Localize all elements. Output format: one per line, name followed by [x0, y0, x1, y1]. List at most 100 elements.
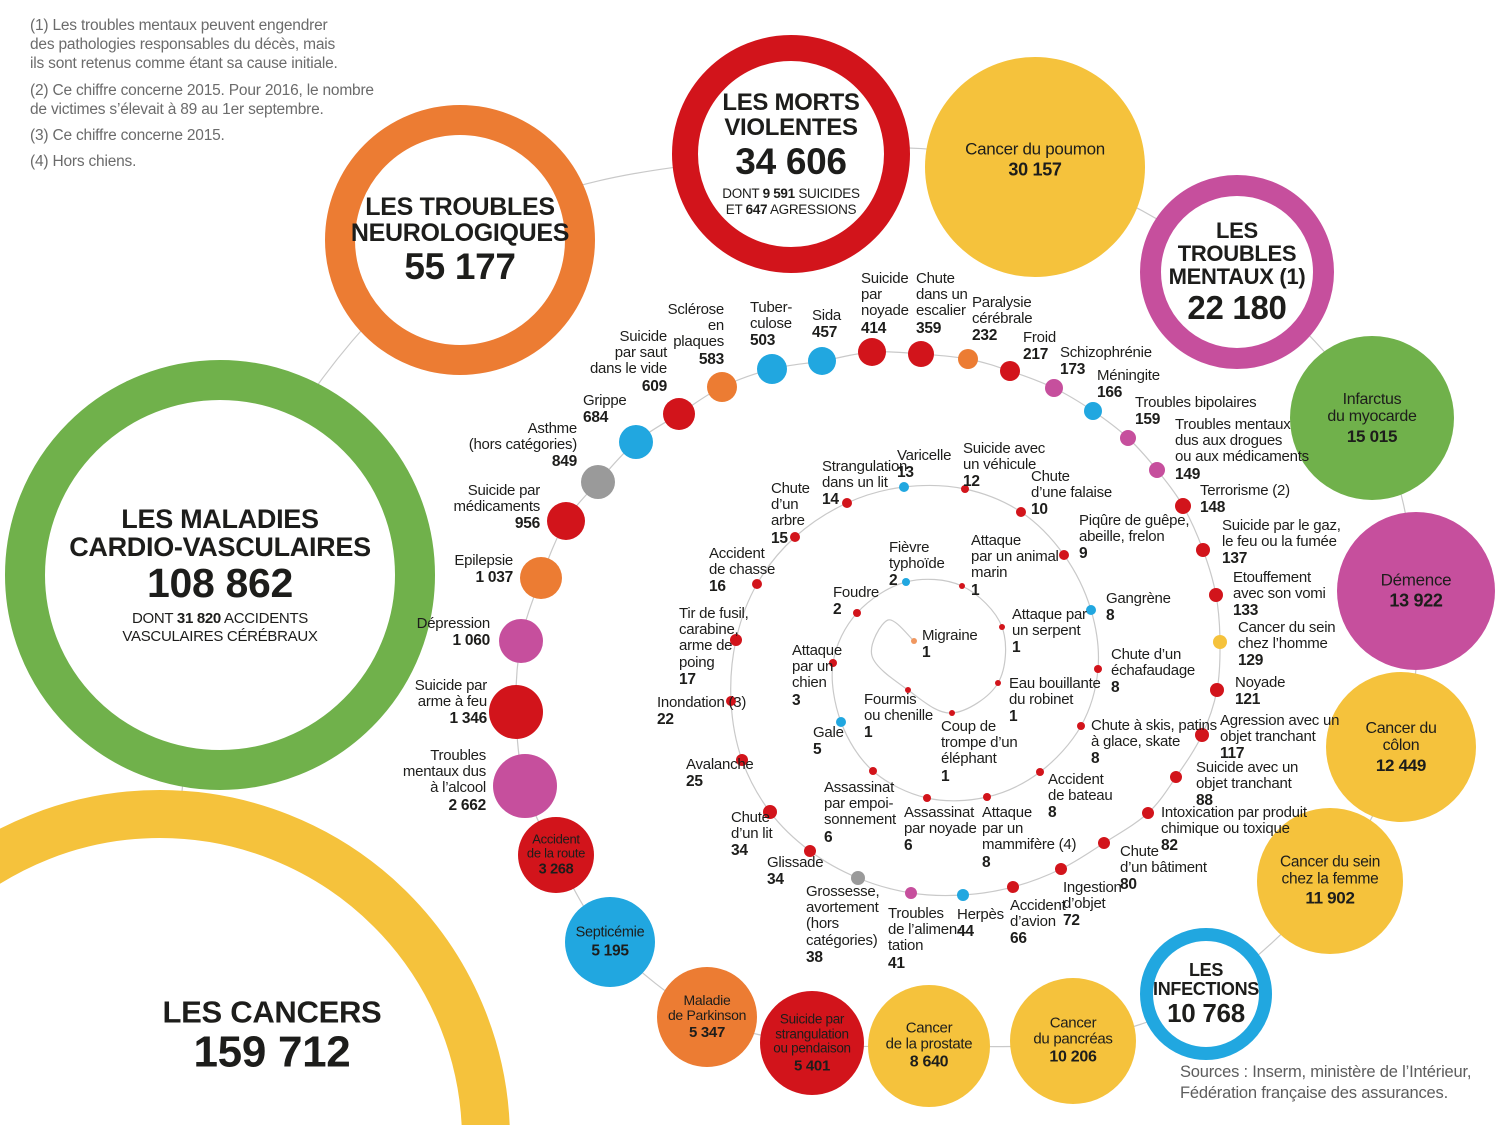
- label-gale: Gale 5: [813, 724, 844, 759]
- bubble-text-cancer-prostate: Cancer de la prostate 8 640: [885, 1019, 973, 1072]
- label-accident-avion: Accident d’avion 66: [1010, 897, 1066, 948]
- dot-attaque-mammifere: [983, 793, 991, 801]
- label-chute-echafaudage: Chute d’un échafaudage 8: [1111, 646, 1195, 697]
- dot-attaque-chien: [829, 659, 837, 667]
- label-fievre-typhoide: Fièvre typhoïde 2: [889, 539, 945, 590]
- label-suicide-objet-tranchant: Suicide avec un objet tranchant 88: [1196, 759, 1299, 810]
- label-troubles-bipolaires: Troubles bipolaires 159: [1135, 394, 1257, 429]
- bubble-infections: [1140, 928, 1272, 1060]
- bubble-cancer-poumon: [925, 57, 1145, 277]
- label-asthme: Asthme (hors catégories) 849: [468, 420, 578, 471]
- label-fourmis-chenille: Fourmis ou chenille 1: [864, 691, 933, 742]
- label-varicelle: Varicelle 13: [897, 447, 952, 482]
- label-accident-bateau: Accident de bateau 8: [1048, 771, 1113, 822]
- dot-suicide-noyade: [858, 338, 886, 366]
- label-chute-escalier: Chute dans un escalier 359: [916, 270, 968, 337]
- label-suicide-medicaments: Suicide par médicaments 956: [453, 482, 541, 533]
- label-troubles-mentaux-alcool: Troubles mentaux dus à l’alcool 2 662: [402, 747, 486, 814]
- label-meningite: Méningite 166: [1097, 367, 1160, 402]
- label-avalanche: Avalanche 25: [686, 756, 754, 791]
- dot-schizophrenie: [1045, 379, 1063, 397]
- label-assassinat-empoisonnement: Assassinat par empoi- sonnement 6: [824, 779, 896, 846]
- label-sclerose-plaques: Sclérose en plaques 583: [667, 301, 725, 368]
- dot-foudre: [853, 609, 861, 617]
- label-assassinat-noyade: Assassinat par noyade 6: [904, 804, 977, 855]
- label-suicide-noyade: Suicide par noyade 414: [861, 270, 909, 337]
- dot-troubles-mentaux-alcool: [493, 754, 557, 818]
- dot-chute-echafaudage: [1094, 665, 1102, 673]
- label-suicide-gaz-feu-fumee: Suicide par le gaz, le feu ou la fumée 13…: [1222, 517, 1341, 568]
- label-tuberculose: Tuber- culose 503: [750, 299, 793, 350]
- bubble-text-cancer-pancreas: Cancer du pancréas 10 206: [1033, 1014, 1113, 1067]
- dot-glissade: [804, 845, 816, 857]
- dot-fievre-typhoide: [902, 578, 910, 586]
- dot-troubles-bipolaires: [1120, 430, 1136, 446]
- dot-suicide-medicaments: [547, 502, 585, 540]
- bubble-troubles-mentaux: [1140, 175, 1334, 369]
- bubble-text-cancer-poumon: Cancer du poumon 30 157: [965, 139, 1105, 180]
- dot-terrorisme: [1175, 498, 1191, 514]
- dot-grossesse-avortement: [851, 871, 865, 885]
- dot-eau-bouillante-robinet: [995, 680, 1001, 686]
- label-tir-fusil-carabine: Tir de fusil, carabine, arme de poing 17: [679, 605, 749, 688]
- label-grippe: Grippe 684: [583, 392, 627, 427]
- label-paralysie-cerebrale: Paralysie cérébrale 232: [972, 294, 1033, 345]
- dot-attaque-animal-marin: [959, 583, 965, 589]
- label-strangulation-lit: Strangulation dans un lit 14: [822, 458, 908, 509]
- bubble-demence: [1337, 512, 1495, 670]
- bubble-text-troubles-mentaux: LES TROUBLES MENTAUX (1) 22 180: [1168, 217, 1306, 326]
- dot-chute-batiment: [1098, 837, 1110, 849]
- bubble-text-infections: LES INFECTIONS 10 768: [1152, 960, 1260, 1029]
- bubble-text-cancer-colon: Cancer du côlon 12 449: [1365, 720, 1437, 775]
- dot-chute-skis: [1077, 722, 1085, 730]
- label-accident-chasse: Accident de chasse 16: [709, 545, 776, 596]
- label-agression-objet-tranchant: Agression avec un objet tranchant 117: [1220, 712, 1340, 763]
- bubble-text-cancer-sein-femme: Cancer du sein chez la femme 11 902: [1279, 853, 1381, 909]
- dot-suicide-saut-vide: [663, 398, 695, 430]
- dot-suicide-objet-tranchant: [1170, 771, 1182, 783]
- dot-strangulation-lit: [842, 498, 852, 508]
- label-chute-arbre: Chute d’un arbre 15: [771, 480, 810, 547]
- dot-accident-chasse: [752, 579, 762, 589]
- label-cancer-sein-homme: Cancer du sein chez l’homme 129: [1238, 619, 1336, 670]
- label-troubles-mentaux-drogues: Troubles mentaux dus aux drogues ou aux …: [1175, 416, 1309, 483]
- dot-herpes: [957, 889, 969, 901]
- footnote-2: (2) Ce chiffre concerne 2015. Pour 2016,…: [30, 81, 374, 118]
- label-schizophrenie: Schizophrénie 173: [1060, 344, 1152, 379]
- label-sida: Sida 457: [812, 307, 842, 342]
- bubble-text-troubles-neurologiques: LES TROUBLES NEUROLOGIQUES 55 177: [350, 193, 570, 288]
- label-foudre: Foudre 2: [833, 584, 880, 619]
- dot-troubles-mentaux-drogues: [1149, 462, 1165, 478]
- bubble-text-demence: Démence 13 922: [1380, 570, 1452, 611]
- footnote-4: (4) Hors chiens.: [30, 153, 137, 171]
- bubble-text-infarctus-myocarde: Infarctus du myocarde 15 015: [1327, 391, 1417, 446]
- label-depression: Dépression 1 060: [416, 615, 491, 650]
- dot-gangrene: [1086, 605, 1096, 615]
- label-eau-bouillante-robinet: Eau bouillante du robinet 1: [1009, 675, 1101, 726]
- label-chute-skis: Chute à skis, patins à glace, skate 8: [1091, 717, 1217, 768]
- dot-accident-bateau: [1036, 768, 1044, 776]
- dot-sclerose-plaques: [707, 372, 737, 402]
- label-chute-falaise: Chute d’une falaise 10: [1031, 468, 1112, 519]
- dot-agression-objet-tranchant: [1195, 728, 1209, 742]
- dot-piqure-guepe: [1059, 550, 1069, 560]
- bubble-text-suicide-strangulation-pendaison: Suicide par strangulation ou pendaison 5 …: [773, 1011, 851, 1075]
- bubble-accident-route: [518, 817, 594, 893]
- bubble-cancer-sein-femme: [1257, 808, 1403, 954]
- label-gangrene: Gangrène 8: [1106, 590, 1171, 625]
- bubble-text-septicemie: Septicémie 5 195: [575, 924, 645, 959]
- dot-assassinat-empoisonnement: [869, 767, 877, 775]
- label-epilepsie: Epilepsie 1 037: [454, 552, 513, 587]
- dot-assassinat-noyade: [923, 794, 931, 802]
- dot-chute-lit: [763, 805, 777, 819]
- label-piqure-guepe: Piqûre de guêpe, abeille, frelon 9: [1079, 512, 1190, 563]
- footnotes: (1) Les troubles mentaux peuvent engendr…: [30, 16, 400, 179]
- label-ingestion-objet: Ingestion d’objet 72: [1063, 879, 1122, 930]
- label-suicide-arme-feu: Suicide par arme à feu 1 346: [414, 677, 488, 728]
- label-attaque-animal-marin: Attaque par un animal marin 1: [971, 532, 1059, 599]
- label-noyade: Noyade 121: [1235, 674, 1286, 709]
- dot-gale: [836, 717, 846, 727]
- dot-noyade: [1210, 683, 1224, 697]
- bubble-text-morts-violentes: LES MORTS VIOLENTES 34 606 DONT 9 591 SUIC…: [722, 88, 860, 217]
